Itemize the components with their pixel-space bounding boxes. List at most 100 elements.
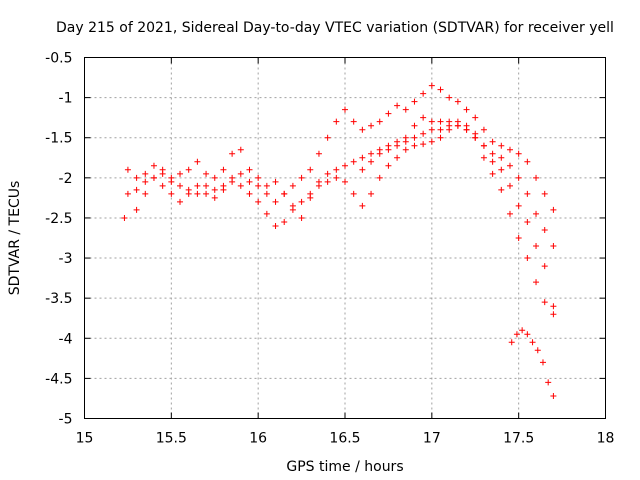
data-point bbox=[263, 210, 270, 217]
data-point bbox=[533, 210, 540, 217]
data-point bbox=[133, 186, 140, 193]
data-point bbox=[142, 178, 149, 185]
data-point bbox=[150, 162, 157, 169]
data-point bbox=[342, 162, 348, 169]
data-point bbox=[142, 170, 149, 177]
data-point bbox=[168, 174, 175, 181]
data-point bbox=[541, 263, 548, 270]
data-point bbox=[498, 166, 505, 173]
data-point bbox=[463, 126, 470, 133]
data-point bbox=[368, 150, 375, 157]
data-point bbox=[446, 94, 453, 101]
data-point bbox=[394, 142, 401, 149]
data-point bbox=[506, 182, 513, 189]
data-point bbox=[524, 158, 531, 165]
data-point bbox=[342, 178, 348, 185]
data-point bbox=[246, 190, 253, 197]
series-track-2 bbox=[124, 114, 557, 310]
data-point bbox=[159, 166, 166, 173]
data-point bbox=[177, 198, 184, 205]
data-point bbox=[385, 110, 392, 117]
data-point bbox=[498, 186, 505, 193]
data-point bbox=[281, 218, 288, 225]
data-point bbox=[463, 106, 470, 113]
data-point bbox=[168, 190, 175, 197]
series-track-3 bbox=[124, 82, 557, 213]
series-track-4 bbox=[359, 118, 557, 250]
data-point bbox=[220, 186, 227, 193]
x-tick-label: 18 bbox=[597, 431, 615, 447]
data-point bbox=[533, 174, 540, 181]
y-tick-label: -5 bbox=[59, 412, 73, 428]
data-point bbox=[513, 331, 520, 338]
data-point bbox=[437, 118, 444, 125]
data-point bbox=[368, 190, 375, 197]
data-point bbox=[324, 178, 331, 185]
data-point bbox=[368, 158, 375, 165]
series-track-1 bbox=[121, 122, 557, 318]
data-point bbox=[376, 150, 383, 157]
x-tick-label: 15 bbox=[76, 431, 94, 447]
data-point bbox=[515, 202, 522, 209]
data-point bbox=[498, 154, 505, 161]
data-point bbox=[289, 202, 296, 209]
data-point bbox=[359, 154, 366, 161]
data-point bbox=[298, 174, 305, 181]
x-tick-label: 16 bbox=[249, 431, 267, 447]
data-point bbox=[420, 141, 427, 148]
data-point bbox=[394, 154, 401, 161]
data-point bbox=[359, 166, 366, 173]
data-point bbox=[524, 218, 531, 225]
y-axis-title: SDTVAR / TECUs bbox=[7, 181, 23, 296]
data-point bbox=[541, 299, 548, 306]
data-point bbox=[246, 166, 253, 173]
data-point bbox=[368, 122, 375, 129]
data-point bbox=[142, 190, 149, 197]
data-point bbox=[402, 146, 409, 153]
data-point bbox=[454, 98, 461, 105]
data-point bbox=[124, 190, 131, 197]
data-point bbox=[411, 142, 418, 149]
data-point bbox=[150, 174, 157, 181]
y-tick-label: -2 bbox=[59, 171, 73, 187]
data-point bbox=[428, 118, 435, 125]
data-point bbox=[333, 174, 340, 181]
data-point bbox=[307, 166, 314, 173]
data-point bbox=[350, 118, 357, 125]
data-point bbox=[133, 174, 140, 181]
data-point bbox=[237, 146, 244, 153]
data-point bbox=[480, 126, 487, 133]
data-point bbox=[428, 138, 435, 145]
data-point bbox=[324, 134, 331, 141]
data-point bbox=[420, 114, 427, 121]
data-point bbox=[515, 235, 522, 241]
data-point bbox=[550, 243, 557, 250]
data-point bbox=[315, 178, 322, 185]
data-point bbox=[506, 162, 513, 169]
data-point bbox=[203, 170, 210, 177]
data-point bbox=[255, 174, 262, 181]
data-point bbox=[350, 190, 357, 197]
series-track-5 bbox=[508, 327, 557, 400]
data-point bbox=[515, 150, 522, 157]
data-point bbox=[411, 98, 418, 105]
data-point bbox=[541, 226, 548, 233]
data-point bbox=[446, 118, 453, 125]
x-tick-label: 17 bbox=[423, 431, 441, 447]
data-point bbox=[506, 146, 513, 153]
tick-labels: 15 15.5 16 16.5 17 17.5 18 -0.5 -1 -1.5 -2 -2.5 -3 -3… bbox=[45, 51, 614, 447]
data-point bbox=[385, 146, 392, 153]
data-point bbox=[342, 106, 348, 113]
data-point bbox=[472, 114, 479, 121]
data-point bbox=[211, 174, 218, 181]
data-point bbox=[489, 150, 496, 157]
data-point bbox=[185, 166, 192, 173]
data-point bbox=[333, 118, 340, 125]
data-point bbox=[255, 182, 262, 189]
data-point bbox=[437, 86, 444, 93]
data-point bbox=[255, 198, 262, 205]
y-tick-label: -4 bbox=[59, 331, 73, 347]
data-point bbox=[229, 150, 236, 157]
data-point bbox=[550, 206, 557, 213]
